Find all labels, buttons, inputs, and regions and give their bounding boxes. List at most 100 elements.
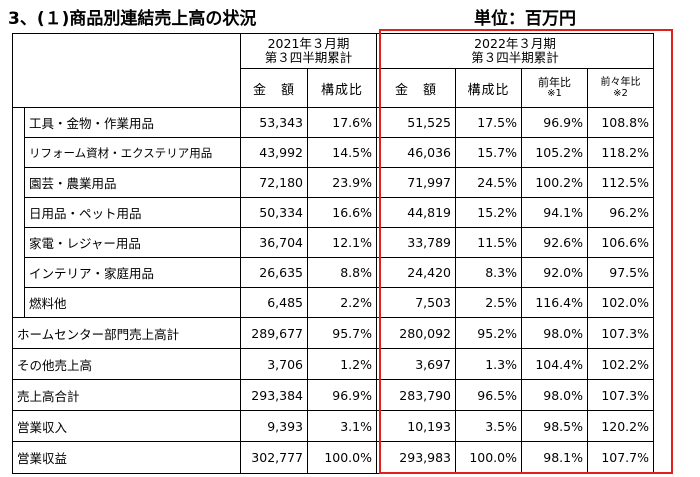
header-yoy-note: ※1 (547, 88, 562, 99)
yoy2-cell: 120.2% (587, 410, 654, 442)
amount-2021: 9,393 (240, 410, 308, 442)
amount-2022: 33,789 (376, 227, 456, 258)
row-label: ホームセンター部門売上高計 (12, 317, 241, 349)
amount-2021: 293,384 (240, 379, 308, 411)
header-row-columns: 金 額 構成比 金 額 構成比 前年比 ※1 前々年比 ※2 (13, 68, 654, 108)
ratio-2021: 16.6% (307, 197, 377, 228)
ratio-2022: 2.5% (455, 287, 522, 318)
yoy-cell: 104.4% (521, 348, 588, 380)
row-label: 工具・金物・作業用品 (24, 107, 241, 138)
amount-2021: 53,343 (240, 107, 308, 138)
amount-2021: 3,706 (240, 348, 308, 380)
row-label: 営業収入 (12, 410, 241, 442)
yoy2-cell: 108.8% (587, 107, 654, 138)
ratio-2021: 14.5% (307, 137, 377, 168)
ratio-2022: 17.5% (455, 107, 522, 138)
table-row: 営業収入 9,393 3.1% 10,193 3.5% 98.5% 120.2% (12, 410, 654, 442)
ratio-2021: 8.8% (307, 257, 377, 288)
page-title: 3、(１)商品別連結売上高の状況 (8, 9, 257, 29)
yoy2-cell: 106.6% (587, 227, 654, 258)
table-row: 園芸・農業用品 72,180 23.9% 71,997 24.5% 100.2% 112.5… (12, 167, 654, 198)
table-row: リフォーム資材・エクステリア用品 43,992 14.5% 46,036 15.7% 10… (12, 137, 654, 168)
row-label: その他売上高 (12, 348, 241, 380)
ratio-2022: 8.3% (455, 257, 522, 288)
amount-2021: 302,777 (240, 441, 308, 474)
yoy-cell: 98.5% (521, 410, 588, 442)
header-yoy2-note: ※2 (613, 88, 628, 99)
row-label: 営業収益 (12, 441, 241, 474)
amount-2021: 36,704 (240, 227, 308, 258)
amount-2022: 293,983 (376, 441, 456, 474)
table-row: 営業収益 302,777 100.0% 293,983 100.0% 98.1% 107.7… (12, 441, 654, 474)
yoy-cell: 92.6% (521, 227, 588, 258)
yoy2-cell: 107.3% (587, 379, 654, 411)
table-row: ホームセンター部門売上高計 289,677 95.7% 280,092 95.2% 98.… (12, 317, 654, 349)
yoy-cell: 98.0% (521, 379, 588, 411)
header-row-period: 2021年３月期 第３四半期累計 2022年３月期 第３四半期累計 (12, 33, 654, 108)
ratio-2022: 95.2% (455, 317, 522, 349)
header-amount-2022: 金 額 (376, 68, 456, 108)
header-ratio-2022: 構成比 (455, 68, 522, 108)
amount-2022: 283,790 (376, 379, 456, 411)
ratio-2022: 15.7% (455, 137, 522, 168)
ratio-2021: 1.2% (307, 348, 377, 380)
ratio-2022: 1.3% (455, 348, 522, 380)
indent-cell (12, 257, 25, 288)
row-label: 日用品・ペット用品 (24, 197, 241, 228)
row-label: 売上高合計 (12, 379, 241, 411)
row-label: 燃料他 (24, 287, 241, 318)
table-row: 家電・レジャー用品 36,704 12.1% 33,789 11.5% 92.6% 106.… (12, 227, 654, 258)
indent-cell (12, 167, 25, 198)
yoy-cell: 98.0% (521, 317, 588, 349)
period-2022-line1: 2022年３月期 (474, 36, 556, 51)
header-yoy2-label: 前々年比 (600, 77, 641, 88)
yoy2-cell: 107.3% (587, 317, 654, 349)
table-row: 工具・金物・作業用品 53,343 17.6% 51,525 17.5% 96.9% 108… (12, 107, 654, 138)
header-yoy-label: 前年比 (538, 76, 571, 89)
table-row: 売上高合計 293,384 96.9% 283,790 96.5% 98.0% 107.3% (12, 379, 654, 411)
period-2021-line2: 第３四半期累計 (264, 50, 353, 65)
table-row: インテリア・家庭用品 26,635 8.8% 24,420 8.3% 92.0% 97.5% (12, 257, 654, 288)
ratio-2021: 100.0% (307, 441, 377, 474)
amount-2021: 43,992 (240, 137, 308, 168)
yoy-cell: 105.2% (521, 137, 588, 168)
yoy2-cell: 102.2% (587, 348, 654, 380)
row-label: 家電・レジャー用品 (24, 227, 241, 258)
indent-cell (12, 107, 25, 138)
row-label: リフォーム資材・エクステリア用品 (24, 137, 241, 168)
yoy-cell: 96.9% (521, 107, 588, 138)
ratio-2022: 100.0% (455, 441, 522, 474)
table-row: その他売上高 3,706 1.2% 3,697 1.3% 104.4% 102.2% (12, 348, 654, 380)
indent-cell (12, 287, 25, 318)
yoy2-cell: 96.2% (587, 197, 654, 228)
header-yoy2: 前々年比 ※2 (587, 68, 654, 108)
period-2022-line2: 第３四半期累計 (471, 50, 559, 65)
ratio-2021: 12.1% (307, 227, 377, 258)
ratio-2021: 95.7% (307, 317, 377, 349)
yoy-cell: 92.0% (521, 257, 588, 288)
sales-table: 2021年３月期 第３四半期累計 2022年３月期 第３四半期累計 金 額 構成… (12, 33, 654, 474)
yoy-cell: 100.2% (521, 167, 588, 198)
indent-cell (12, 137, 25, 168)
amount-2021: 289,677 (240, 317, 308, 349)
table-row: 日用品・ペット用品 50,334 16.6% 44,819 15.2% 94.1% 96.2… (12, 197, 654, 228)
header-period-2021: 2021年３月期 第３四半期累計 (240, 33, 377, 69)
amount-2022: 24,420 (376, 257, 456, 288)
amount-2022: 51,525 (376, 107, 456, 138)
row-label: 園芸・農業用品 (24, 167, 241, 198)
table-row: 燃料他 6,485 2.2% 7,503 2.5% 116.4% 102.0% (12, 287, 654, 318)
ratio-2021: 2.2% (307, 287, 377, 318)
header-period-2022: 2022年３月期 第３四半期累計 (376, 33, 654, 69)
yoy-cell: 98.1% (521, 441, 588, 474)
yoy2-cell: 102.0% (587, 287, 654, 318)
amount-2021: 6,485 (240, 287, 308, 318)
yoy2-cell: 118.2% (587, 137, 654, 168)
ratio-2022: 96.5% (455, 379, 522, 411)
header-ratio-2021: 構成比 (307, 68, 377, 108)
amount-2022: 46,036 (376, 137, 456, 168)
yoy-cell: 116.4% (521, 287, 588, 318)
ratio-2021: 3.1% (307, 410, 377, 442)
amount-2021: 26,635 (240, 257, 308, 288)
amount-2021: 50,334 (240, 197, 308, 228)
amount-2022: 71,997 (376, 167, 456, 198)
